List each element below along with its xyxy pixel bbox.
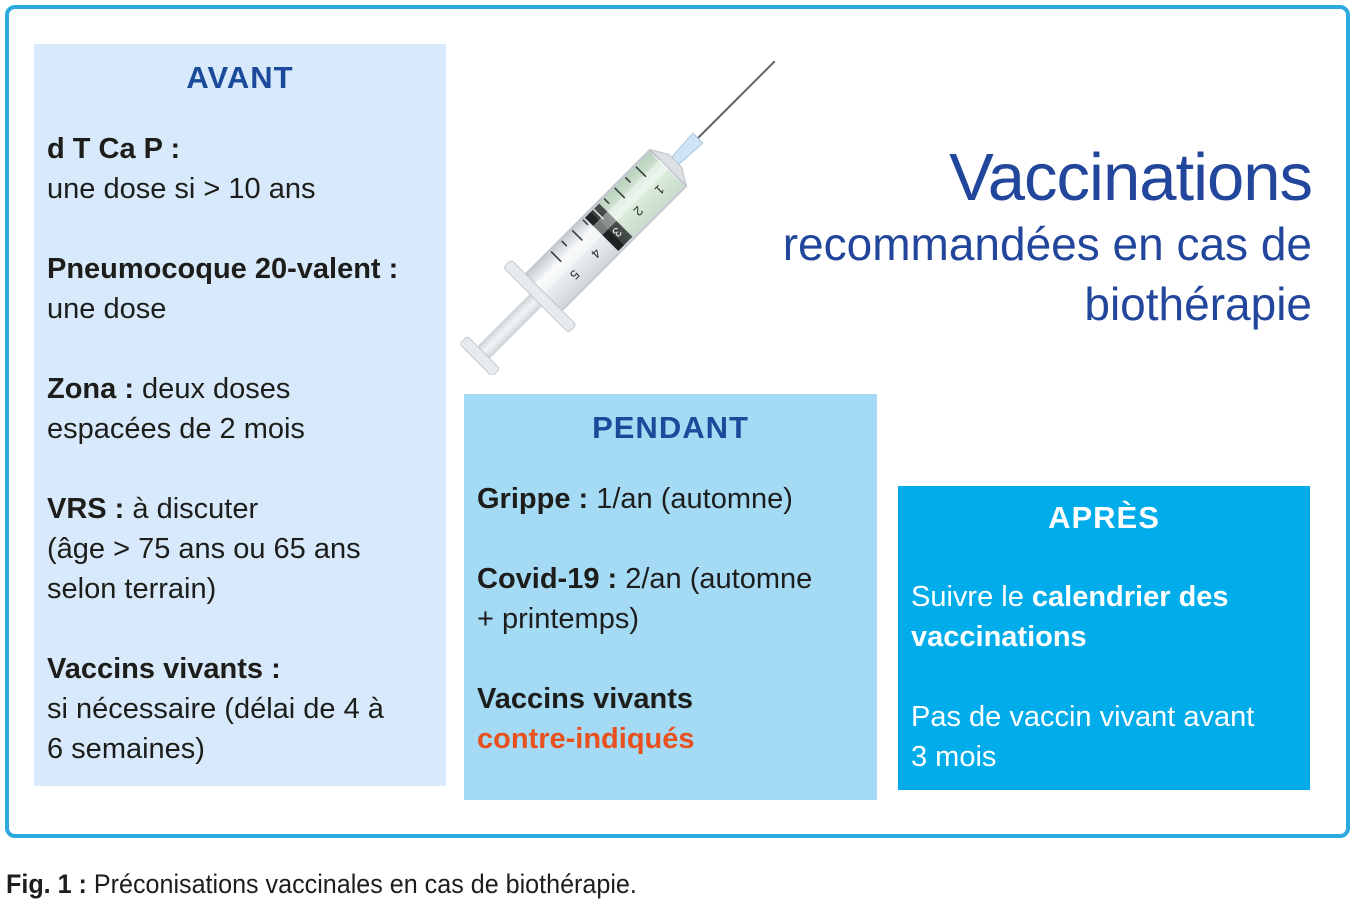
avant-item-vrs-text: à discuter (âge > 75 ans ou 65 ans selon…: [47, 493, 361, 605]
avant-item-dtcap-text: une dose si > 10 ans: [47, 173, 316, 205]
page-title-line1: Vaccinations: [949, 140, 1313, 215]
syringe-thumb-rest: [460, 336, 500, 375]
avant-item-pneumocoque: Pneumocoque 20-valent : une dose: [47, 249, 433, 329]
figure-caption: Fig. 1 : Préconisations vaccinales en ca…: [6, 867, 637, 901]
avant-item-vivants-label: Vaccins vivants :: [47, 653, 281, 685]
panel-avant-header: AVANT: [186, 60, 294, 95]
syringe-needle: [695, 60, 776, 141]
avant-item-dtcap-label: d T Ca P :: [47, 133, 181, 165]
avant-item-dtcap: d T Ca P : une dose si > 10 ans: [47, 129, 433, 209]
avant-item-vivants-text: si nécessaire (délai de 4 à 6 semaines): [47, 693, 384, 765]
syringe-icon: 1 2 3 4 5: [460, 60, 776, 375]
avant-item-pneumocoque-label: Pneumocoque 20-valent :: [47, 253, 399, 285]
apres-item-vivant: Pas de vaccin vivant avant 3 mois: [911, 701, 1255, 773]
page-title: Vaccinations recommandées en cas de biot…: [782, 140, 1313, 334]
pendant-item-grippe-label: Grippe :: [477, 483, 589, 515]
pendant-item-covid-label: Covid-19 :: [477, 563, 618, 595]
page-title-line2: recommandées en cas de: [782, 218, 1312, 270]
apres-item-calendrier-bold: calendrier des vaccinations: [911, 581, 1229, 653]
page-title-line3: biothérapie: [1084, 278, 1312, 330]
figure-caption-text: Préconisations vaccinales en cas de biot…: [86, 869, 637, 899]
avant-item-vrs: VRS : à discuter (âge > 75 ans ou 65 ans…: [47, 489, 433, 609]
avant-item-zona: Zona : deux doses espacées de 2 mois: [47, 369, 433, 449]
avant-item-zona-text: deux doses espacées de 2 mois: [47, 373, 305, 445]
pendant-item-vivants-label: Vaccins vivants: [477, 683, 694, 715]
syringe-plunger-rod: [477, 293, 543, 359]
avant-item-vivants: Vaccins vivants : si nécessaire (délai de…: [47, 649, 433, 769]
pendant-item-grippe-text: 1/an (automne): [588, 483, 793, 515]
panel-avant: AVANT d T Ca P : une dose si > 10 ans Pne…: [34, 44, 446, 786]
pendant-item-grippe: Grippe : 1/an (automne): [477, 479, 864, 519]
panel-apres: APRÈS Suivre le calendrier des vaccinati…: [898, 486, 1310, 790]
syringe-fluid: [599, 152, 684, 237]
panel-pendant-header: PENDANT: [592, 410, 749, 445]
syringe-seal: [585, 203, 633, 251]
avant-item-vrs-label: VRS :: [47, 493, 125, 525]
avant-item-zona-label: Zona :: [47, 373, 134, 405]
pendant-item-covid: Covid-19 : 2/an (automne + printemps): [477, 559, 864, 639]
pendant-item-vivants: Vaccins vivants contre-indiqués: [477, 679, 864, 759]
apres-item-calendrier-prefix: Suivre le: [911, 581, 1032, 613]
avant-item-pneumocoque-text: une dose: [47, 293, 167, 325]
figure-caption-label: Fig. 1 :: [6, 869, 87, 899]
apres-item-calendrier: Suivre le calendrier des vaccinations: [911, 577, 1297, 657]
panel-pendant: PENDANT Grippe : 1/an (automne) Covid-19…: [464, 394, 877, 800]
pendant-item-covid-text: 2/an (automne + printemps): [477, 563, 813, 635]
panel-apres-header: APRÈS: [1048, 500, 1160, 535]
pendant-item-vivants-warning: contre-indiqués: [477, 723, 695, 755]
